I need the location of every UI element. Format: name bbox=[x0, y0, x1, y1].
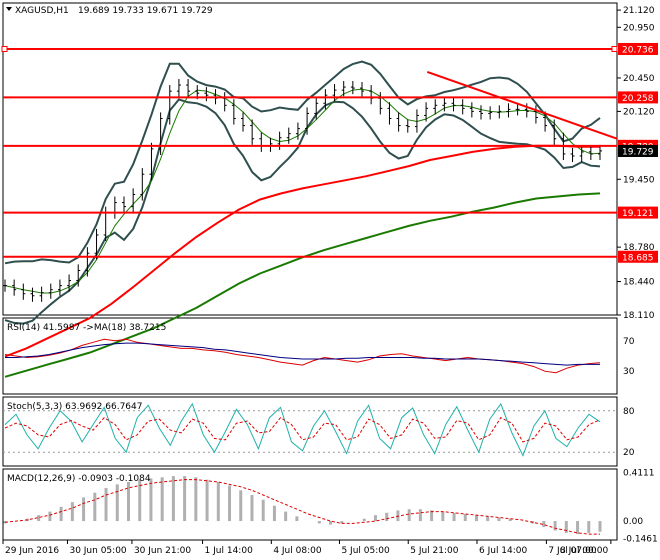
price-tick-label: 20.120 bbox=[623, 107, 655, 117]
axis-layer: 21.120 20.950 20.450 20.120 19.450 18.780 18.4… bbox=[2, 6, 655, 556]
rsi-tick-label: 30 bbox=[623, 367, 635, 377]
fast-ma-line bbox=[4, 88, 601, 294]
time-tick-label: 8 Jul 00:00 bbox=[560, 546, 609, 556]
bollinger-lower-line bbox=[4, 98, 601, 325]
macd-label: MACD(12,26,9) -0.0903 -0.1084 bbox=[7, 474, 151, 484]
price-tick-label: 20.950 bbox=[623, 23, 655, 33]
rsi-layer: 70 30 bbox=[4, 337, 635, 377]
time-tick-label: 5 Jul 21:00 bbox=[410, 546, 459, 556]
time-tick-label: 29 Jun 2016 bbox=[5, 546, 59, 556]
price-tick-label: 19.450 bbox=[623, 175, 655, 185]
level-label: 19.121 bbox=[622, 209, 654, 219]
bollinger-upper-line bbox=[4, 60, 601, 265]
stoch-panel[interactable] bbox=[2, 396, 618, 467]
level-label-box bbox=[618, 91, 658, 104]
current-price-label: 19.729 bbox=[622, 147, 654, 157]
rsi-tick-label: 70 bbox=[623, 337, 635, 347]
stoch-layer: 80 20 bbox=[3, 402, 635, 458]
level-label: 20.736 bbox=[622, 45, 654, 55]
time-tick-label: 1 Jul 14:00 bbox=[205, 546, 254, 556]
price-tick-label: 18.110 bbox=[623, 311, 655, 321]
price-tick-label: 20.450 bbox=[623, 74, 655, 84]
level-label-box bbox=[618, 42, 658, 55]
level-label-box bbox=[618, 206, 658, 219]
macd-tick-label: 0.4111 bbox=[623, 468, 655, 478]
symbol-title: XAGUSD,H1 bbox=[15, 6, 69, 16]
time-tick-label: 5 Jul 05:00 bbox=[341, 546, 390, 556]
ma-red-line bbox=[4, 144, 600, 358]
level-anchor-left bbox=[1, 45, 8, 52]
time-tick-label: 30 Jun 05:00 bbox=[69, 546, 126, 556]
level-label-box bbox=[618, 250, 658, 263]
trend-line bbox=[426, 70, 618, 140]
time-tick-label: 30 Jun 21:00 bbox=[134, 546, 191, 556]
level-label: 20.258 bbox=[622, 94, 654, 104]
stoch-k-line bbox=[4, 402, 601, 457]
level-label: 18.685 bbox=[622, 253, 654, 263]
rsi-panel[interactable] bbox=[2, 317, 618, 395]
price-panel[interactable] bbox=[2, 2, 618, 316]
price-tick-label: 21.120 bbox=[623, 6, 655, 16]
macd-signal-line bbox=[4, 479, 600, 535]
level-anchor-right bbox=[611, 45, 618, 52]
time-tick-label: 4 Jul 08:00 bbox=[273, 546, 322, 556]
macd-layer: 0.4111 0.00 -0.1461 bbox=[3, 468, 658, 544]
stoch-d-line bbox=[4, 417, 601, 443]
current-price-box bbox=[618, 144, 658, 157]
time-tick-label: 6 Jul 14:00 bbox=[479, 546, 528, 556]
price-tick-label: 18.780 bbox=[623, 243, 655, 253]
price-tick-label: 18.440 bbox=[623, 278, 655, 288]
dropdown-arrow-icon[interactable] bbox=[6, 7, 12, 11]
macd-tick-label: -0.1461 bbox=[623, 534, 658, 544]
stoch-tick-label: 80 bbox=[623, 407, 635, 417]
stoch-label: Stoch(5,3,3) 63.9692 66.7647 bbox=[7, 402, 142, 412]
time-tick-label: 7 Jul 07:00 bbox=[548, 546, 597, 556]
rsi-label: RSI(14) 41.5987 ->MA(18) 38.7215 bbox=[7, 323, 166, 333]
ohlc-values: 19.689 19.733 19.671 19.729 bbox=[78, 6, 213, 16]
stoch-tick-label: 20 bbox=[623, 448, 635, 458]
macd-tick-label: 0.00 bbox=[623, 517, 643, 527]
rsi-ma-line bbox=[5, 342, 600, 366]
